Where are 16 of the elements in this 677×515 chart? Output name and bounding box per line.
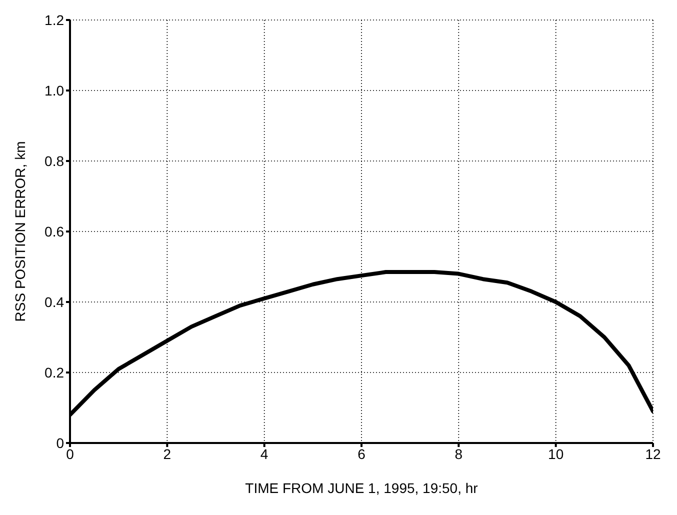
x-tick-label: 10 <box>548 446 564 462</box>
y-tick-label: 0.4 <box>44 294 64 310</box>
x-tick-label: 2 <box>163 446 172 462</box>
y-tick-label: 1.2 <box>44 12 64 28</box>
x-tick-label: 4 <box>260 446 268 462</box>
y-tick-label: 0.6 <box>44 223 64 240</box>
x-tick-label: 0 <box>66 446 74 462</box>
y-tick-label: 0.8 <box>44 152 64 169</box>
x-tick-label: 6 <box>358 446 366 462</box>
y-axis-title: RSS POSITION ERROR, km <box>12 141 28 322</box>
x-axis-title: TIME FROM JUNE 1, 1995, 19:50, hr <box>245 480 478 496</box>
y-tick-label: 1.0 <box>44 82 64 98</box>
y-tick-label: 0 <box>56 434 64 451</box>
y-tick-label: 0.2 <box>44 364 64 380</box>
x-tick-label: 12 <box>645 446 661 462</box>
x-tick-label: 8 <box>454 446 463 462</box>
